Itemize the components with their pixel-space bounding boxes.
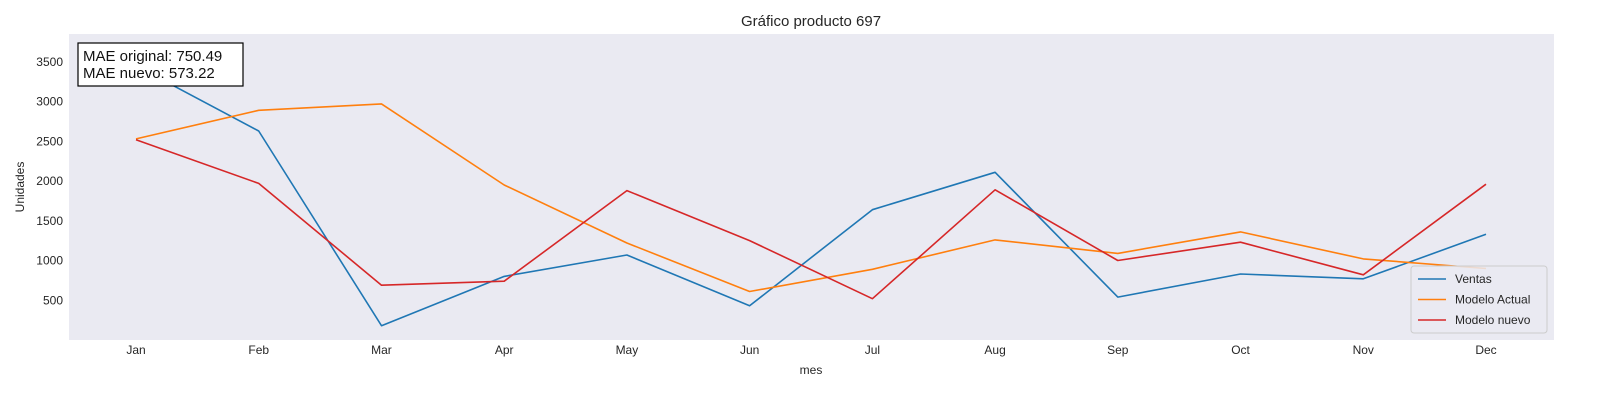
legend: Ventas Modelo Actual Modelo nuevo: [1410, 265, 1548, 334]
series-lines: [135, 65, 1487, 327]
y-tick-2500: 2500: [36, 134, 63, 148]
x-tick-aug: Aug: [984, 343, 1005, 357]
plot-area: [69, 34, 1554, 340]
annotation-line-2: MAE nuevo: 573.22: [83, 65, 215, 82]
legend-items: Ventas Modelo Actual Modelo nuevo: [1418, 272, 1531, 327]
x-tick-may: May: [616, 343, 639, 357]
mae-annotation: MAE original: 750.49 MAE nuevo: 573.22: [77, 42, 244, 87]
x-axis-label: mes: [800, 363, 823, 377]
y-tick-labels: 500 1000 1500 2000 2500 3000 3500: [36, 55, 63, 307]
series-line-1: [135, 65, 1487, 327]
annotation-line-1: MAE original: 750.49: [83, 48, 222, 65]
x-tick-jun: Jun: [740, 343, 759, 357]
legend-box: [1410, 265, 1548, 334]
x-tick-mar: Mar: [371, 343, 392, 357]
y-tick-1500: 1500: [36, 214, 63, 228]
x-tick-labels: Jan Feb Mar Apr May Jun Jul Aug Sep Oct Nov Dec: [126, 343, 1496, 357]
y-tick-3000: 3000: [36, 95, 63, 109]
legend-label-3: Modelo nuevo: [1455, 313, 1531, 327]
legend-label-1: Ventas: [1455, 272, 1492, 286]
series-line-2: [135, 103, 1487, 293]
x-tick-jul: Jul: [865, 343, 880, 357]
legend-label-2: Modelo Actual: [1455, 293, 1530, 307]
annotation-box: [77, 42, 244, 87]
x-tick-apr: Apr: [495, 343, 514, 357]
chart-title: Gráfico producto 697: [741, 13, 881, 30]
x-tick-jan: Jan: [126, 343, 145, 357]
x-tick-dec: Dec: [1475, 343, 1496, 357]
y-tick-1000: 1000: [36, 254, 63, 268]
y-tick-3500: 3500: [36, 55, 63, 69]
y-tick-500: 500: [43, 293, 63, 307]
x-tick-nov: Nov: [1353, 343, 1374, 357]
x-tick-oct: Oct: [1231, 343, 1250, 357]
x-tick-sep: Sep: [1107, 343, 1129, 357]
y-axis-label: Unidades: [13, 162, 27, 213]
y-tick-2000: 2000: [36, 174, 63, 188]
series-line-3: [135, 138, 1487, 300]
x-tick-feb: Feb: [248, 343, 269, 357]
